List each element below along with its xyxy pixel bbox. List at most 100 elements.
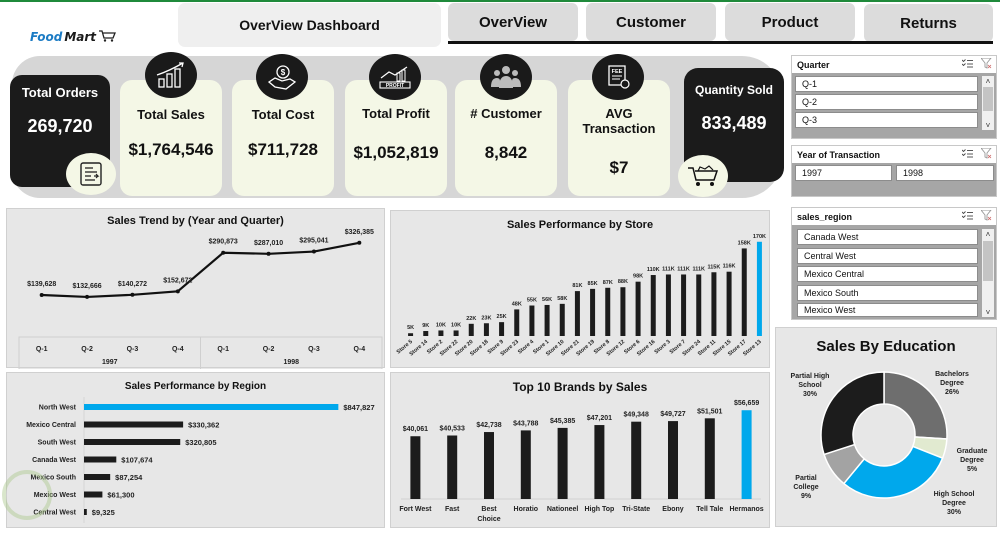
store-data-label: 87K (603, 280, 613, 286)
slicer-item-q3[interactable]: Q-3 (795, 112, 978, 128)
store-data-label: 115K (707, 264, 720, 270)
donut-data-label: School (798, 382, 821, 389)
trend-data-label: $152,672 (163, 277, 192, 284)
region-y-tick-label: Canada West (32, 457, 76, 464)
slicer-item-central-west[interactable]: Central West (797, 248, 978, 264)
trend-data-label: $132,666 (72, 283, 101, 290)
scroll-up-icon[interactable]: ˄ (985, 229, 991, 239)
slicer-region: sales_region Canada West Central West Me… (791, 207, 997, 320)
clear-filter-icon[interactable] (980, 147, 992, 161)
kpi-label: Total Profit (362, 106, 430, 121)
slicer-scrollbar[interactable]: ˄ ˅ (982, 76, 994, 130)
slicer-item-canada-west[interactable]: Canada West (797, 229, 978, 245)
brand-data-label: $51,501 (697, 408, 722, 415)
scroll-down-icon[interactable]: ˅ (985, 307, 991, 317)
slicer-item-mexico-central[interactable]: Mexico Central (797, 266, 978, 282)
region-sales-chart: North West $847,827 Mexico Central $330,362… (26, 397, 375, 523)
slicer-header: Quarter (792, 56, 996, 73)
tab-customer[interactable]: Customer (586, 3, 716, 41)
brand-data-label: $49,727 (660, 411, 685, 418)
brand-x-tick-label: High Top (584, 506, 614, 513)
growth-chart-icon (145, 52, 197, 98)
slicer-item-mexico-west[interactable]: Mexico West (797, 303, 978, 317)
chart-title: Sales Performance by Region (124, 381, 267, 392)
trend-point (39, 292, 44, 297)
people-group-icon (480, 54, 532, 100)
tab-returns[interactable]: Returns (864, 4, 993, 42)
logo-text-food: Food (30, 30, 63, 44)
scroll-down-icon[interactable]: ˅ (985, 120, 991, 130)
trend-x-tick-label: Q-4 (353, 346, 365, 353)
clear-filter-icon[interactable] (980, 57, 992, 71)
slicer-item-1997[interactable]: 1997 (795, 165, 892, 181)
brand-bar (447, 435, 458, 499)
multi-select-icon[interactable] (961, 149, 973, 160)
store-bar (741, 248, 747, 336)
tab-overview[interactable]: OverView (448, 3, 578, 41)
donut-data-label: Bachelors (935, 371, 969, 378)
slicer-item-q2[interactable]: Q-2 (795, 94, 978, 110)
trend-x-tick-label: Q-3 (308, 346, 320, 353)
donut-data-label: Degree (960, 457, 984, 464)
donut-data-label: 5% (967, 466, 978, 473)
donut-data-label: 30% (803, 391, 818, 398)
brand-x-tick-label: Best (481, 506, 497, 513)
slicer-item-q1[interactable]: Q-1 (795, 76, 978, 92)
tab-product[interactable]: Product (725, 3, 855, 41)
slicer-title: sales_region (797, 211, 853, 222)
donut-data-label: Partial High (791, 373, 830, 380)
kpi-label: Quantity Sold (695, 83, 773, 97)
store-data-label: 10K (451, 322, 461, 328)
region-y-tick-label: Mexico West (34, 492, 77, 499)
panel-sales-trend: Sales Trend by (Year and Quarter) $139,6… (6, 208, 385, 369)
region-y-tick-label: North West (39, 405, 77, 412)
brand-data-label: $45,385 (550, 418, 575, 425)
shopping-cart-icon (678, 155, 728, 197)
store-bar (756, 241, 762, 336)
slicer-header: sales_region (792, 208, 996, 225)
panel-store-sales: Sales Performance by Store 5K Store 5 9K St… (390, 210, 770, 368)
scroll-thumb[interactable] (983, 241, 993, 281)
region-y-tick-label: Central West (33, 510, 76, 517)
brand-x-tick-label: Fast (445, 506, 460, 513)
profit-chart-icon: PROFIT (369, 54, 421, 100)
kpi-value: $1,764,546 (128, 140, 214, 159)
store-data-label: 88K (618, 279, 628, 285)
trend-x-tick-label: Q-2 (81, 346, 93, 353)
kpi-total-sales: Total Sales $1,764,546 (120, 80, 222, 196)
slicer-item-mexico-south[interactable]: Mexico South (797, 285, 978, 301)
region-data-label: $9,325 (92, 508, 115, 517)
clear-filter-icon[interactable] (980, 209, 992, 223)
slicer-quarter: Quarter Q-1 Q-2 Q-3 ˄ ˅ (791, 55, 997, 139)
store-data-label: 170K (753, 234, 766, 240)
brand-x-tick-label: Nationeel (547, 506, 579, 513)
sales-trend-chart: $139,628 $132,666 $140,272 $152,672 $290,873… (18, 229, 383, 369)
brand-bar (704, 418, 715, 499)
kpi-value: 833,489 (701, 113, 767, 133)
region-data-label: $847,827 (343, 403, 374, 412)
top-brands-chart: $40,061 Fort West $40,533 Fast $42,738 Best Ch… (399, 400, 764, 523)
panel-education: Sales By Education Bachelors Degree 26% Gra… (775, 327, 997, 527)
store-data-label: 116K (723, 264, 736, 270)
store-data-label: 9K (422, 323, 429, 329)
kpi-label: # Customer (470, 106, 542, 121)
store-data-label: 110K (647, 267, 660, 273)
store-bar (635, 281, 641, 336)
scroll-thumb[interactable] (983, 87, 993, 111)
multi-select-icon[interactable] (961, 59, 973, 70)
store-data-label: 98K (633, 274, 643, 280)
store-bar (590, 288, 596, 336)
multi-select-icon[interactable] (961, 211, 973, 222)
trend-point (311, 249, 316, 254)
trend-data-label: $140,272 (118, 281, 147, 288)
trend-x-tick-label: Q-1 (217, 346, 229, 353)
store-data-label: 111K (662, 266, 675, 272)
slicer-item-1998[interactable]: 1998 (896, 165, 994, 181)
region-bar (84, 421, 184, 428)
slicer-year: Year of Transaction 1997 1998 (791, 145, 997, 197)
slicer-scrollbar[interactable]: ˄ ˅ (982, 229, 994, 317)
store-data-label: 55K (527, 298, 537, 304)
panel-region-sales: Sales Performance by Region North West $8… (6, 372, 385, 528)
scroll-up-icon[interactable]: ˄ (985, 76, 991, 86)
brand-bar (631, 421, 642, 499)
